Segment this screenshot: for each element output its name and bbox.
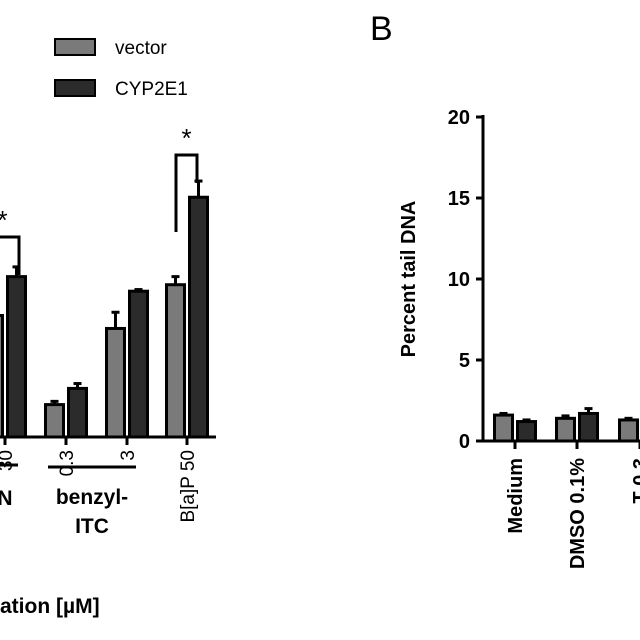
x-axis-title: ation [µM]: [0, 595, 100, 618]
bar-cyp2e1: [516, 420, 537, 443]
legend: vector CYP2E1: [54, 38, 188, 100]
bar-cyp2e1: [188, 195, 209, 439]
panel-label-b: B: [370, 10, 393, 48]
bar-vector: [555, 416, 576, 443]
bar-cyp2e1: [6, 275, 27, 439]
y-tick-label: 10: [448, 269, 470, 291]
x-tick-label: T 0.3: [630, 458, 640, 504]
y-axis-title: Percent tail DNA: [398, 201, 420, 358]
panel-b: B Percent tail DNA 0 5 10 15 20 Medium DMSO 0…: [370, 10, 640, 569]
bar-vector: [105, 326, 126, 439]
group-label-n: N: [0, 487, 13, 510]
legend-label-vector: vector: [115, 38, 167, 59]
bar-vector: [618, 418, 639, 443]
bar-vector: [0, 314, 4, 439]
x-tick-label: 30: [0, 450, 17, 471]
bar-vector: [493, 413, 514, 443]
group-label-benzyl-itc-2: ITC: [75, 515, 109, 538]
panel-a: 30 0.3 3 B[a]P 50 * * N benzyl- ITC ation [µM…: [0, 123, 216, 618]
x-tick-label: 3: [118, 450, 139, 461]
y-tick-label: 15: [448, 188, 470, 210]
bar-cyp2e1: [67, 386, 88, 439]
y-tick-label: 0: [459, 431, 470, 453]
y-tick-label: 20: [448, 107, 470, 129]
significance-star: *: [0, 205, 8, 235]
bar-vector: [44, 403, 65, 439]
significance-bracket-30: [0, 235, 21, 275]
x-tick-label: DMSO 0.1%: [567, 458, 589, 569]
significance-bracket-bap50: [174, 153, 199, 232]
x-tick-label: Medium: [505, 458, 527, 534]
significance-star: *: [181, 123, 191, 153]
legend-swatch-cyp2e1: [54, 79, 96, 97]
y-tick-label: 5: [459, 350, 470, 372]
group-label-benzyl-itc-1: benzyl-: [56, 486, 128, 509]
x-tick-label: B[a]P 50: [178, 450, 199, 523]
bar-vector: [165, 283, 186, 439]
x-tick-label: 0.3: [57, 450, 78, 476]
bar-cyp2e1: [128, 289, 149, 439]
legend-swatch-vector: [54, 38, 96, 56]
legend-label-cyp2e1: CYP2E1: [115, 79, 188, 100]
bar-cyp2e1: [578, 411, 599, 443]
